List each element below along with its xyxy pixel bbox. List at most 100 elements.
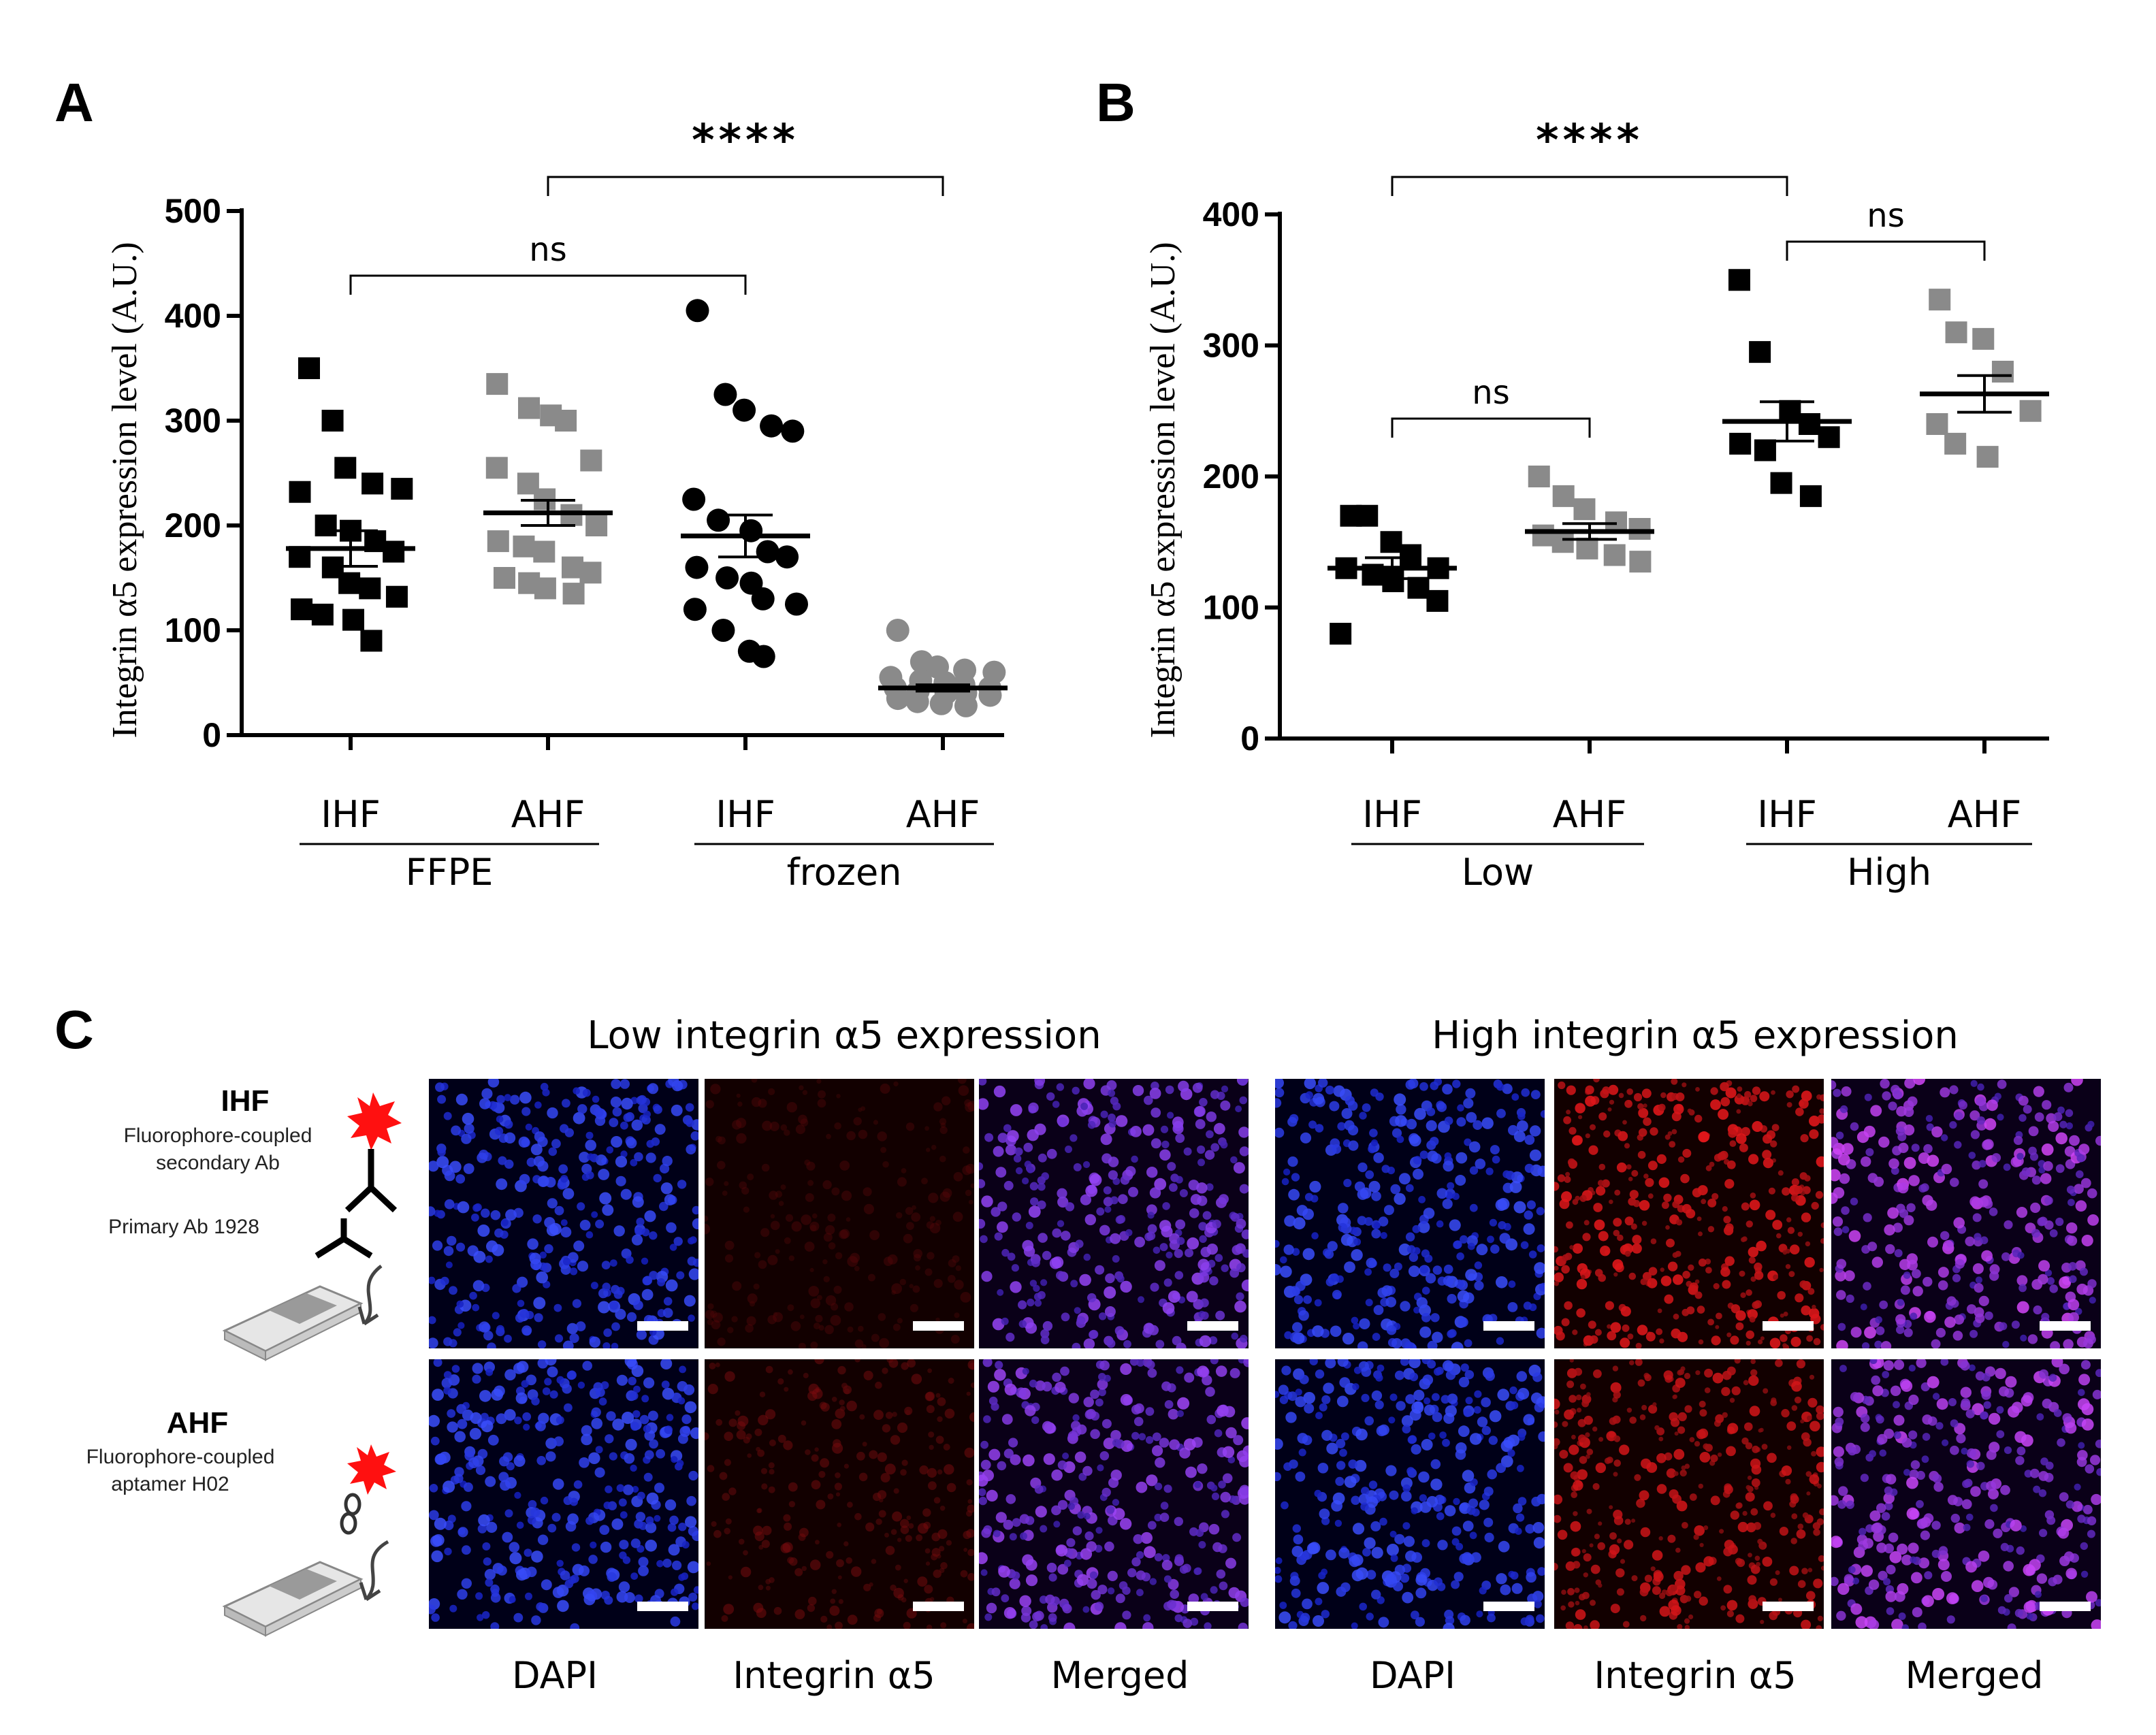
cell-spot: [1673, 1313, 1679, 1320]
cell-spot: [1893, 1414, 1905, 1426]
cell-spot: [1705, 1165, 1712, 1171]
cell-spot: [1442, 1438, 1450, 1447]
cell-spot: [777, 1434, 786, 1443]
cell-spot: [1090, 1429, 1100, 1440]
cell-spot: [491, 1389, 503, 1401]
cell-spot: [1563, 1116, 1571, 1124]
cell-spot: [1997, 1606, 2006, 1615]
cell-spot: [835, 1472, 841, 1478]
cell-spot: [1891, 1619, 1903, 1629]
cell-spot: [1918, 1622, 1927, 1629]
cell-spot: [1408, 1265, 1420, 1278]
cell-spot: [625, 1438, 637, 1451]
cell-spot: [877, 1452, 887, 1462]
y-tick-label: 100: [165, 611, 221, 649]
cell-spot: [1703, 1556, 1714, 1567]
cell-spot: [1610, 1604, 1620, 1614]
cell-spot: [847, 1615, 858, 1625]
cell-spot: [1640, 1527, 1651, 1538]
cell-spot: [639, 1521, 647, 1530]
cell-spot: [1593, 1203, 1603, 1212]
cell-spot: [1372, 1333, 1381, 1341]
cell-spot: [1754, 1262, 1763, 1271]
cell-spot: [1564, 1409, 1575, 1420]
cell-spot: [1507, 1449, 1515, 1457]
cell-spot: [1200, 1311, 1209, 1320]
cell-spot: [1942, 1439, 1949, 1446]
y-tick-label: 0: [1240, 719, 1259, 758]
cell-spot: [1612, 1365, 1619, 1372]
cell-spot: [664, 1194, 676, 1205]
cell-spot: [1639, 1490, 1650, 1501]
cell-spot: [1817, 1114, 1824, 1124]
cell-spot: [1937, 1559, 1950, 1571]
scale-bar: [913, 1321, 964, 1331]
cell-spot: [666, 1222, 677, 1233]
data-point: [1628, 518, 1651, 540]
cell-spot: [1889, 1551, 1902, 1563]
cell-spot: [2033, 1086, 2044, 1097]
cell-spot: [1405, 1184, 1414, 1193]
cell-spot: [1935, 1327, 1946, 1338]
cell-spot: [769, 1190, 778, 1200]
cell-spot: [2014, 1608, 2023, 1617]
cell-spot: [1055, 1382, 1066, 1393]
cell-spot: [1517, 1388, 1530, 1400]
cell-spot: [1177, 1397, 1190, 1410]
cell-spot: [826, 1624, 833, 1629]
cell-spot: [1745, 1340, 1751, 1346]
cell-spot: [1344, 1476, 1357, 1488]
cell-spot: [1893, 1431, 1901, 1440]
cell-spot: [457, 1589, 468, 1600]
cell-spot: [1754, 1555, 1760, 1561]
cell-spot: [1351, 1495, 1360, 1505]
cell-spot: [1660, 1092, 1667, 1099]
cell-spot: [1052, 1101, 1060, 1108]
cell-spot: [1415, 1587, 1427, 1599]
cell-spot: [2021, 1395, 2033, 1407]
cell-spot: [1906, 1476, 1918, 1489]
title-high-expression: High integrin α5 expression: [1432, 1014, 1959, 1058]
cell-spot: [963, 1548, 968, 1552]
cell-spot: [1839, 1105, 1848, 1114]
cell-spot: [2076, 1283, 2088, 1295]
cell-spot: [1991, 1153, 2001, 1163]
cell-spot: [1726, 1332, 1732, 1337]
cell-spot: [1607, 1107, 1612, 1112]
scale-bar: [1483, 1602, 1534, 1611]
cell-spot: [1715, 1325, 1720, 1329]
cell-spot: [1339, 1377, 1351, 1388]
cell-spot: [1337, 1122, 1346, 1131]
cell-spot: [1368, 1144, 1377, 1154]
cell-spot: [496, 1094, 505, 1104]
cell-spot: [831, 1419, 842, 1429]
cell-spot: [1165, 1251, 1173, 1259]
cell-spot: [1881, 1512, 1890, 1521]
cell-spot: [929, 1444, 934, 1450]
cell-spot: [1337, 1359, 1349, 1367]
cell-spot: [944, 1408, 955, 1419]
cell-spot: [1291, 1173, 1300, 1182]
cell-spot: [516, 1521, 524, 1529]
cell-spot: [1452, 1193, 1460, 1200]
cell-spot: [688, 1526, 698, 1536]
cell-spot: [816, 1295, 822, 1301]
cell-spot: [1351, 1622, 1358, 1629]
cell-spot: [588, 1555, 598, 1564]
cell-spot: [1133, 1416, 1144, 1427]
cell-spot: [1841, 1206, 1850, 1215]
cell-spot: [1056, 1271, 1065, 1280]
cell-spot: [1949, 1085, 1959, 1094]
cell-spot: [946, 1482, 956, 1493]
cell-spot: [1107, 1587, 1115, 1595]
cell-spot: [560, 1227, 572, 1238]
cell-spot: [600, 1381, 609, 1389]
cell-spot: [429, 1276, 436, 1284]
cell-spot: [2069, 1135, 2080, 1146]
cell-spot: [1409, 1359, 1421, 1369]
cell-spot: [1744, 1090, 1752, 1099]
cell-spot: [1960, 1361, 1970, 1371]
cell-spot: [1116, 1215, 1126, 1224]
cell-spot: [1922, 1414, 1933, 1425]
